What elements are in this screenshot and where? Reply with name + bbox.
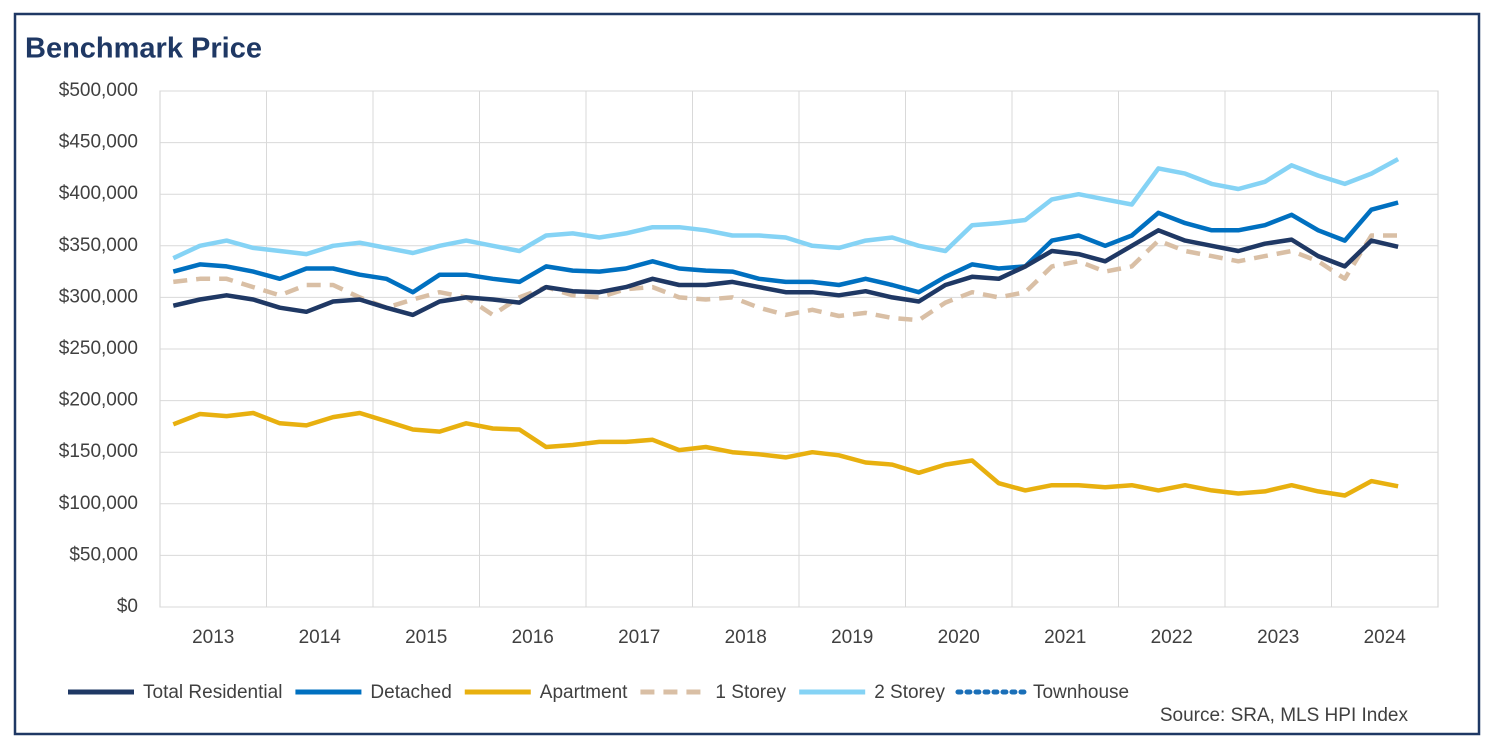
- x-tick-label: 2020: [938, 627, 980, 648]
- source-note: Source: SRA, MLS HPI Index: [1160, 705, 1409, 726]
- legend-label: Townhouse: [1033, 682, 1129, 703]
- legend-label: Total Residential: [143, 682, 282, 703]
- frame: [13, 12, 1481, 736]
- x-tick-label: 2018: [725, 627, 767, 648]
- y-tick-label: $250,000: [59, 338, 138, 359]
- y-tick-label: $350,000: [59, 235, 138, 256]
- x-tick-label: 2023: [1257, 627, 1299, 648]
- x-tick-label: 2019: [831, 627, 873, 648]
- y-tick-label: $0: [117, 596, 138, 617]
- y-tick-label: $100,000: [59, 493, 138, 514]
- y-tick-label: $150,000: [59, 441, 138, 462]
- y-tick-label: $400,000: [59, 183, 138, 204]
- series-line: [172, 410, 1399, 498]
- x-tick-label: 2017: [618, 627, 660, 648]
- x-tick-label: 2021: [1044, 627, 1086, 648]
- x-tick-label: 2024: [1364, 627, 1407, 648]
- x-tick-label: 2014: [299, 627, 342, 648]
- x-tick-label: 2015: [405, 627, 447, 648]
- x-tick-label: 2013: [192, 627, 234, 648]
- x-tick-label: 2022: [1151, 627, 1193, 648]
- legend-label: Detached: [370, 682, 451, 703]
- legend-label: 2 Storey: [874, 682, 945, 703]
- series-line: [172, 200, 1399, 295]
- legend-label: 1 Storey: [715, 682, 786, 703]
- y-tick-label: $300,000: [59, 286, 138, 307]
- x-tick-label: 2016: [512, 627, 554, 648]
- y-tick-label: $450,000: [59, 132, 138, 153]
- series-line: [172, 157, 1400, 261]
- series-line: [172, 228, 1399, 318]
- legend-label: Apartment: [540, 682, 628, 703]
- y-tick-label: $500,000: [59, 80, 138, 101]
- y-tick-label: $200,000: [59, 390, 138, 411]
- chart-title: Benchmark Price: [25, 33, 262, 65]
- y-tick-label: $50,000: [69, 544, 138, 565]
